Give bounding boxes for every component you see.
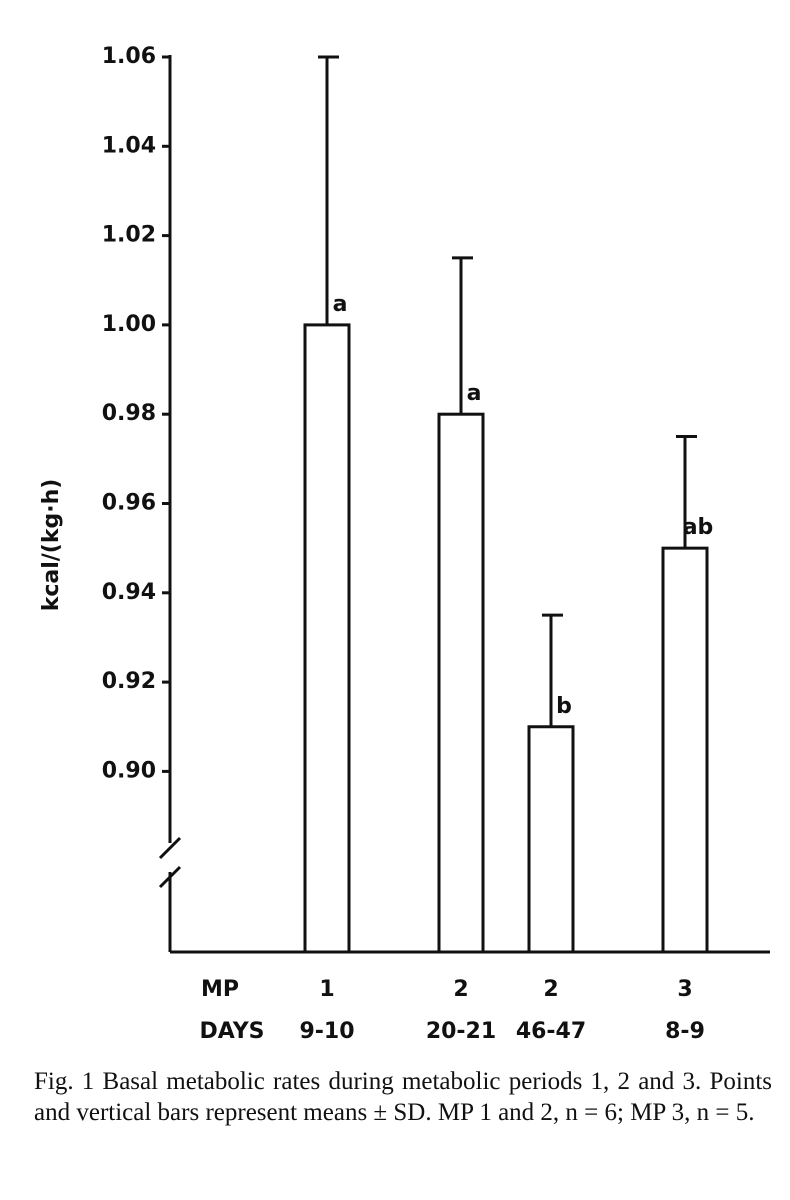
- y-axis-label: kcal/(kg·h): [39, 479, 64, 612]
- x-tick-label: 8-9: [665, 1019, 705, 1044]
- category-row-label: DAYS: [200, 1019, 265, 1044]
- y-tick-label: 0.92: [102, 669, 156, 694]
- caption: Fig. 1 Basal metabolic rates during meta…: [34, 1068, 772, 1126]
- y-tick-label: 1.06: [102, 44, 156, 69]
- y-tick-label: 1.04: [102, 133, 156, 158]
- group-label: 1: [319, 977, 334, 1002]
- x-tick-label: 9-10: [299, 1019, 354, 1044]
- significance-label: b: [556, 694, 572, 719]
- bar: [303, 323, 351, 954]
- group-label: 2: [453, 977, 468, 1002]
- y-tick-label: 0.98: [102, 401, 156, 426]
- bar: [661, 546, 709, 954]
- x-tick-label: 20-21: [426, 1019, 496, 1044]
- y-tick-label: 0.94: [102, 580, 156, 605]
- bar: [527, 725, 575, 954]
- significance-label: ab: [683, 515, 714, 540]
- group-row-label: MP: [201, 977, 239, 1002]
- y-tick-label: 1.00: [102, 312, 156, 337]
- x-tick-label: 46-47: [516, 1019, 586, 1044]
- significance-label: a: [467, 381, 482, 406]
- y-tick-label: 1.02: [102, 223, 156, 248]
- significance-label: a: [333, 292, 348, 317]
- axis-break: [158, 836, 182, 860]
- bar: [437, 412, 485, 954]
- axis-break: [158, 865, 182, 889]
- chart: kcal/(kg·h) MP DAYS 0.90 0.92 0.94 0.96 0.98…: [39, 44, 770, 1044]
- y-tick-label: 0.96: [102, 491, 156, 516]
- y-tick-label: 0.90: [102, 758, 156, 783]
- group-label: 2: [543, 977, 558, 1002]
- group-label: 3: [677, 977, 692, 1002]
